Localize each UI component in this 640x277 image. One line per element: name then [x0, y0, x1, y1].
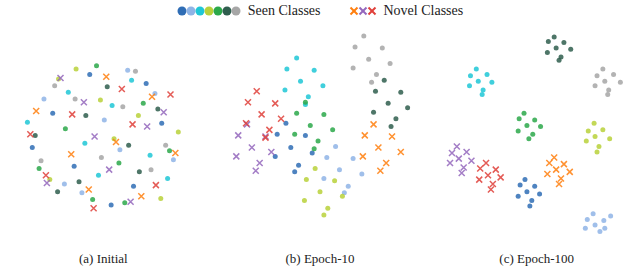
- svg-text:(b) Epoch-10: (b) Epoch-10: [286, 251, 355, 266]
- html-text:Novel Classes: Novel Classes: [383, 3, 464, 18]
- html-text:Seen Classes: Seen Classes: [247, 3, 321, 18]
- svg-text:(a) Initial: (a) Initial: [79, 251, 128, 266]
- svg-text:(c) Epoch-100: (c) Epoch-100: [499, 251, 574, 266]
